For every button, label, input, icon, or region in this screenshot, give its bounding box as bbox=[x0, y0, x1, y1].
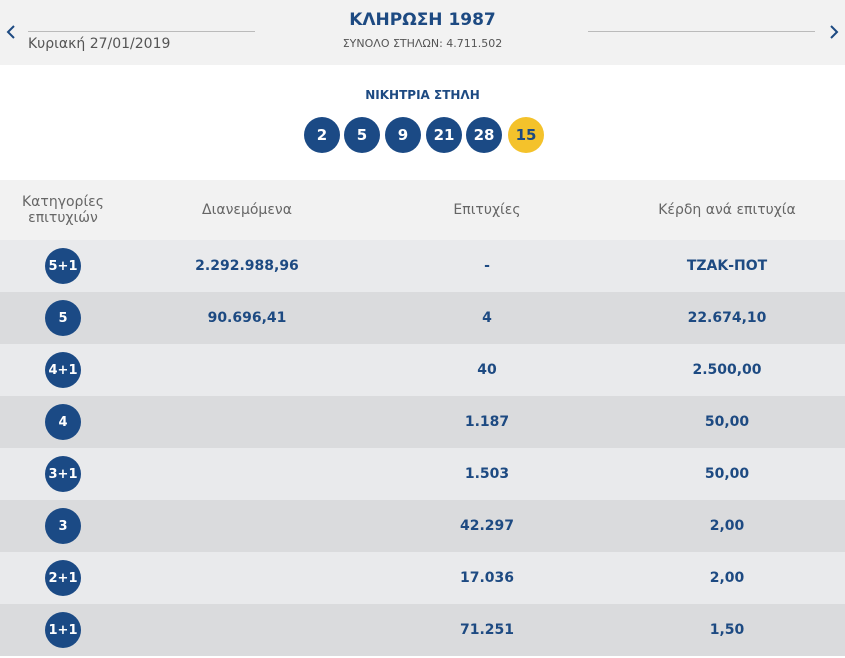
table-row bbox=[0, 292, 845, 344]
prize-cell: 22.674,10 bbox=[687, 310, 767, 326]
bonus-ball: 15 bbox=[508, 117, 544, 153]
prev-arrow[interactable] bbox=[2, 22, 20, 42]
table-row bbox=[0, 500, 845, 552]
winning-label: ΝΙΚΗΤΡΙΑ ΣΤΗΛΗ bbox=[365, 88, 480, 102]
prize-cell: 50,00 bbox=[704, 414, 750, 430]
draw-date: Κυριακή 27/01/2019 bbox=[28, 36, 171, 52]
table-header bbox=[0, 180, 845, 240]
category-badge: 3 bbox=[45, 508, 81, 544]
header-bar bbox=[0, 0, 845, 65]
winners-cell: 71.251 bbox=[459, 622, 515, 638]
category-badge: 1+1 bbox=[45, 612, 81, 648]
prize-cell: 1,50 bbox=[709, 622, 745, 638]
distributed-cell: 90.696,41 bbox=[207, 310, 287, 326]
ball: 5 bbox=[344, 117, 380, 153]
category-badge: 4+1 bbox=[45, 352, 81, 388]
winners-cell: 42.297 bbox=[459, 518, 515, 534]
divider bbox=[588, 31, 815, 32]
column-header: Διανεμόμενα bbox=[202, 202, 292, 218]
ball: 9 bbox=[385, 117, 421, 153]
total-columns: ΣΥΝΟΛΟ ΣΤΗΛΩΝ: 4.711.502 bbox=[342, 37, 503, 50]
winners-cell: 40 bbox=[477, 362, 497, 378]
table-row bbox=[0, 604, 845, 656]
table-row bbox=[0, 552, 845, 604]
draw-title: ΚΛΗΡΩΣΗ 1987 bbox=[349, 10, 496, 30]
distributed-cell: 2.292.988,96 bbox=[195, 258, 299, 274]
ball: 28 bbox=[466, 117, 502, 153]
table-row bbox=[0, 240, 845, 292]
ball: 21 bbox=[426, 117, 462, 153]
prize-cell: 2,00 bbox=[709, 518, 745, 534]
category-badge: 5+1 bbox=[45, 248, 81, 284]
winners-cell: 17.036 bbox=[459, 570, 515, 586]
table-row bbox=[0, 396, 845, 448]
next-arrow[interactable] bbox=[825, 22, 843, 42]
column-header: Κέρδη ανά επιτυχία bbox=[658, 202, 796, 218]
winners-cell: - bbox=[484, 258, 490, 274]
ball: 2 bbox=[304, 117, 340, 153]
prize-cell: 2,00 bbox=[709, 570, 745, 586]
table-row bbox=[0, 448, 845, 500]
category-badge: 3+1 bbox=[45, 456, 81, 492]
divider bbox=[28, 31, 255, 32]
category-badge: 4 bbox=[45, 404, 81, 440]
category-badge: 5 bbox=[45, 300, 81, 336]
column-header: Επιτυχίες bbox=[453, 202, 521, 218]
winners-cell: 4 bbox=[482, 310, 492, 326]
category-badge: 2+1 bbox=[45, 560, 81, 596]
column-header: Κατηγορίες επιτυχιών bbox=[22, 194, 104, 226]
prize-cell: 50,00 bbox=[704, 466, 750, 482]
winners-cell: 1.503 bbox=[464, 466, 510, 482]
winners-cell: 1.187 bbox=[464, 414, 510, 430]
prize-cell: ΤΖΑΚ-ΠΟΤ bbox=[686, 258, 768, 274]
prize-cell: 2.500,00 bbox=[692, 362, 762, 378]
table-row bbox=[0, 344, 845, 396]
